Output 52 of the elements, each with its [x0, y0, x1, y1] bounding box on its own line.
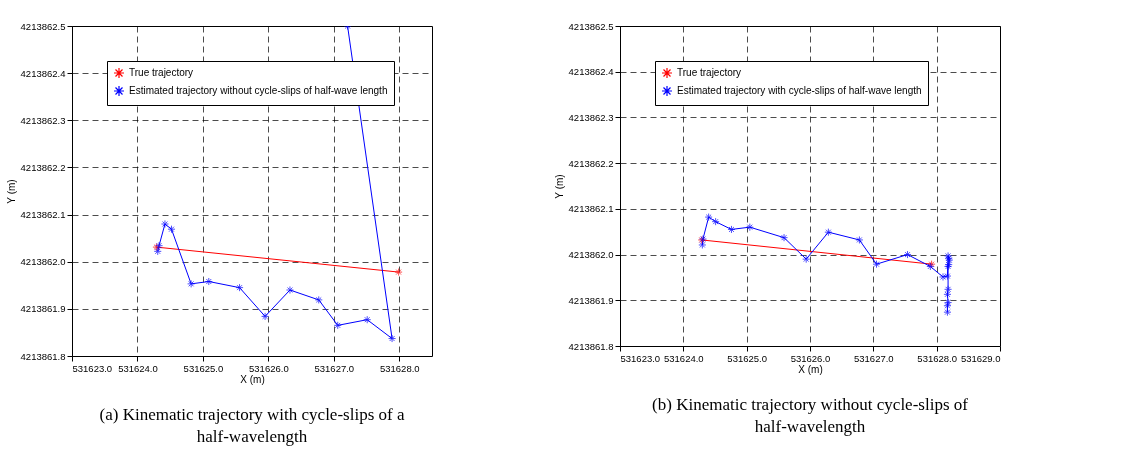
legend-label: True trajectory: [677, 67, 742, 78]
y-tick-label: 4213861.9: [568, 294, 614, 306]
legend-label: Estimated trajectory with cycle-slips of half-wave length: [677, 85, 922, 96]
y-tick-label: 4213862.4: [20, 67, 66, 79]
point: [204, 277, 213, 286]
point: [235, 283, 244, 292]
x-tick-label: 531625.0: [727, 352, 767, 364]
point: [285, 285, 294, 295]
legend-label: True trajectory: [129, 67, 194, 78]
y-tick-label: 4213861.8: [20, 350, 66, 362]
y-tick-label: 4213861.8: [568, 340, 614, 352]
x-axis-title: X (m): [240, 374, 265, 385]
point: [160, 219, 169, 229]
y-tick-label: 4213862.3: [20, 114, 66, 126]
point: [363, 315, 372, 324]
y-tick-label: 4213862.1: [20, 209, 66, 221]
point: [388, 334, 397, 343]
x-tick-label: 531623.0: [620, 352, 661, 364]
text: (b) Kinematic trajectory without cycle-slips of half-wavelength: [652, 394, 969, 436]
x-tick-label: 531627.0: [314, 362, 355, 374]
point: [187, 279, 196, 288]
text: (a) Kinematic trajectory with cycle-slips of a half-wavelength: [99, 404, 405, 446]
y-tick-label: 4213862.5: [20, 20, 66, 32]
y-axis-title: Y (m): [5, 179, 17, 204]
y-tick-label: 4213862.2: [20, 161, 66, 173]
x-tick-label: 531624.0: [118, 362, 158, 374]
point: [261, 312, 270, 321]
y-tick-label: 4213862.2: [568, 157, 614, 169]
x-tick-label: 531623.0: [72, 362, 113, 374]
x-tick-label: 531628.0: [379, 362, 420, 374]
point: [153, 247, 162, 256]
point: [314, 295, 323, 304]
x-axis-title: X (m): [798, 364, 823, 375]
x-tick-label: 531627.0: [854, 352, 894, 364]
y-tick-label: 4213862.0: [568, 249, 614, 261]
y-tick-label: 4213862.1: [568, 203, 614, 215]
x-tick-label: 531626.0: [249, 362, 289, 374]
point: [167, 225, 176, 234]
y-tick-label: 4213862.3: [568, 111, 614, 123]
x-tick-label: 531626.0: [790, 352, 831, 364]
x-tick-label: 531629.0: [960, 352, 1001, 364]
point: [394, 268, 403, 277]
y-tick-label: 4213862.0: [20, 256, 66, 268]
y-tick-label: 4213862.4: [568, 66, 614, 78]
y-tick-label: 4213861.9: [20, 303, 66, 315]
y-tick-label: 4213862.5: [568, 20, 614, 32]
x-tick-label: 531624.0: [664, 352, 704, 364]
x-tick-label: 531628.0: [917, 352, 957, 364]
legend-label: Estimated trajectory without cycle-slips of half-wave length: [129, 85, 388, 96]
point: [333, 321, 342, 330]
y-axis-title: Y (m): [553, 174, 565, 199]
x-tick-label: 531625.0: [183, 362, 224, 374]
